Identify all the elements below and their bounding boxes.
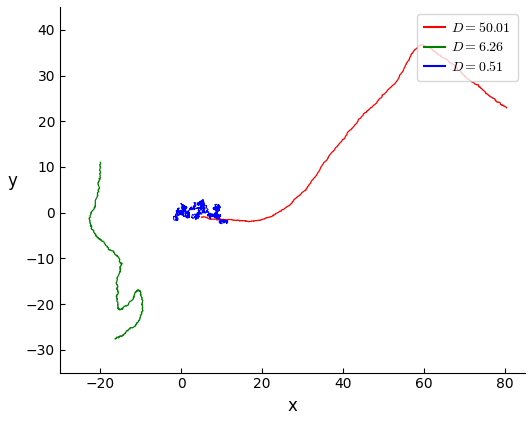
Y-axis label: y: y xyxy=(7,172,17,190)
Legend: $D = 50.01$, $D = 6.26$, $D = 0.51$: $D = 50.01$, $D = 6.26$, $D = 0.51$ xyxy=(417,14,518,81)
X-axis label: x: x xyxy=(287,397,297,415)
